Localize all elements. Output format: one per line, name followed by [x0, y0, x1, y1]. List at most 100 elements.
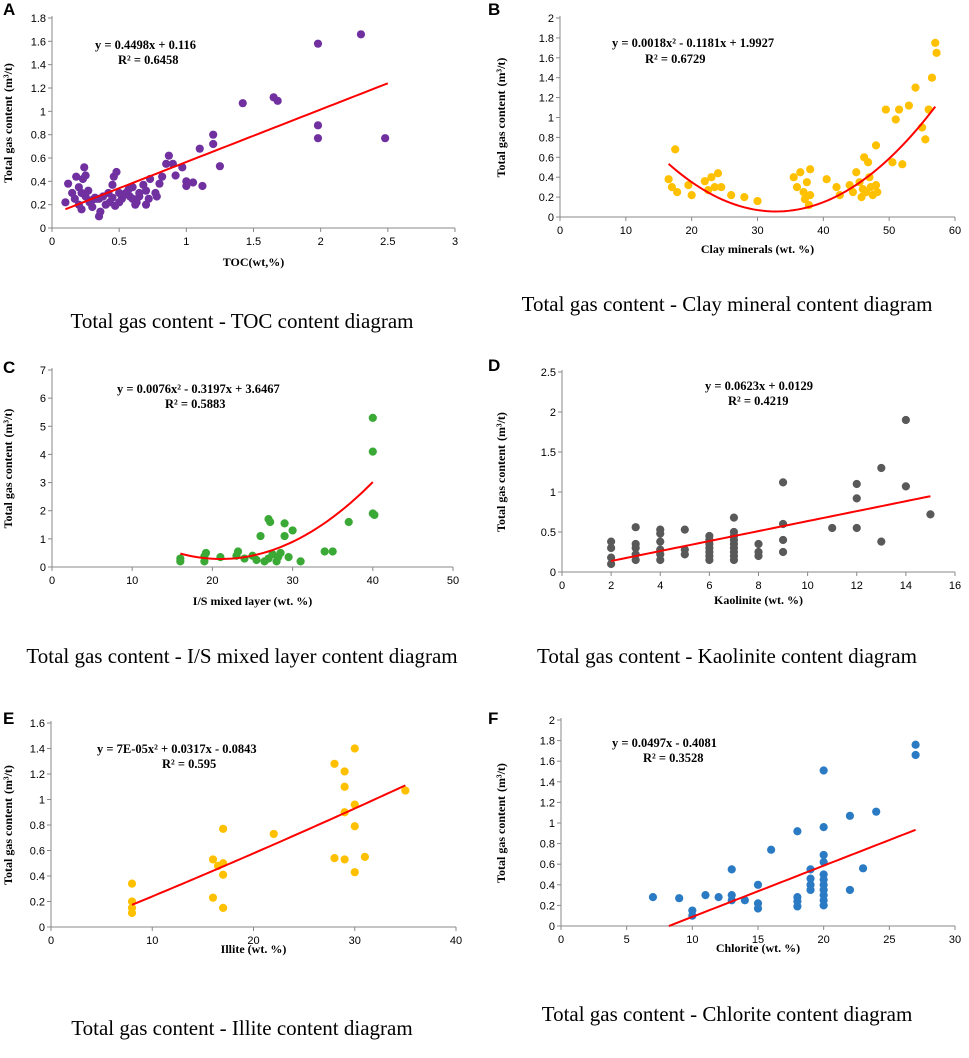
data-point [753, 880, 763, 889]
data-point [328, 547, 337, 556]
data-point [84, 186, 93, 195]
data-point [198, 181, 207, 191]
y-axis-title-unit: (m³/t) [494, 412, 508, 441]
data-point [70, 194, 79, 203]
chart-f-caption: Total gas content - Chlorite content dia… [541, 1002, 913, 1026]
x-tick-label: 4 [657, 580, 663, 592]
data-point [269, 829, 278, 839]
data-point [280, 531, 289, 541]
data-point [872, 807, 881, 816]
y-tick-label: 2 [549, 715, 555, 727]
data-point [88, 202, 97, 212]
data-point [753, 196, 762, 206]
data-point [877, 463, 886, 473]
y-tick-label: 0.4 [31, 176, 46, 188]
data-point [767, 845, 776, 854]
data-point [858, 864, 868, 873]
chart-panel-c: C 0 1 2 3 4 5 6 7 0 10 20 30 40 50 I/S mixed layer (wt.… [0, 353, 484, 705]
data-point [727, 865, 736, 874]
data-point [330, 759, 339, 768]
y-tick-label: 0.2 [540, 900, 555, 912]
y-axis-title-text: Total gas content [1, 96, 15, 183]
y-tick-label: 0.4 [539, 172, 554, 184]
y-tick-label: 0 [40, 223, 46, 235]
data-point [881, 105, 890, 114]
data-point [112, 167, 121, 177]
y-axis-title: Total gas content (m³/t) [1, 765, 15, 885]
x-tick-label: 10 [620, 225, 632, 237]
data-point [152, 192, 161, 201]
x-tick-label: 60 [949, 225, 961, 237]
data-point [656, 555, 665, 565]
r-squared-label: R² = 0.4219 [728, 394, 789, 408]
data-point [648, 893, 658, 902]
x-tick-label: 20 [247, 935, 259, 947]
data-point [108, 180, 117, 189]
x-tick-label: 50 [883, 225, 895, 237]
trend-equation: y = 0.0497x - 0.4081 [612, 736, 717, 750]
x-tick-label: 40 [817, 225, 829, 237]
y-tick-label: 1 [39, 795, 45, 807]
data-point [368, 447, 377, 456]
y-tick-label: 0.2 [539, 192, 554, 204]
data-point [350, 744, 359, 753]
data-point [901, 482, 910, 491]
data-point [209, 130, 218, 139]
trend-line [667, 106, 937, 213]
x-axis-title: TOC(wt,%) [223, 255, 284, 269]
data-point [607, 559, 616, 569]
y-tick-label: 4 [40, 449, 46, 461]
y-tick-label: 0 [39, 922, 45, 934]
x-tick-label: 0 [557, 225, 563, 237]
y-tick-label: 1.6 [540, 756, 555, 768]
trend-line [180, 481, 374, 560]
panel-letter: E [3, 709, 14, 728]
data-point [208, 855, 218, 864]
data-point [360, 852, 369, 861]
y-tick-label: 1.6 [31, 36, 46, 48]
x-tick-label: 2 [608, 580, 614, 592]
data-point [667, 183, 677, 192]
data-point [631, 523, 640, 532]
y-tick-label: 0.6 [540, 859, 555, 871]
y-axis-title-text: Total gas content [494, 445, 508, 532]
y-axis-title: Total gas content (m³/t) [1, 63, 15, 183]
y-tick-label: 0.4 [30, 871, 45, 883]
panel-letter: F [488, 709, 498, 728]
data-point [714, 893, 723, 902]
data-point [796, 168, 805, 177]
x-tick-label: 15 [752, 934, 764, 946]
data-point [61, 198, 70, 207]
data-point [911, 750, 920, 760]
data-point [135, 192, 144, 201]
y-tick-label: 2 [548, 13, 554, 25]
panel-letter: D [488, 356, 500, 375]
data-point [911, 740, 920, 749]
data-point [793, 902, 802, 911]
x-tick-label: 5 [624, 934, 630, 946]
x-tick-label: 30 [286, 575, 298, 587]
data-point [158, 172, 167, 181]
y-tick-label: 1.2 [31, 83, 46, 95]
data-point [219, 824, 228, 833]
data-point [871, 181, 881, 190]
data-point [284, 553, 293, 562]
data-point [873, 188, 882, 197]
data-point [195, 144, 204, 153]
data-point [852, 523, 861, 533]
y-tick-label: 1.8 [31, 13, 46, 25]
data-point [713, 169, 723, 178]
x-axis-title: Illite (wt. %) [221, 942, 287, 956]
data-point [793, 827, 802, 836]
data-point [911, 83, 920, 92]
data-point [802, 178, 811, 187]
data-point [72, 172, 81, 181]
x-tick-label: 2 [318, 236, 324, 248]
data-point [96, 207, 105, 216]
data-point [754, 539, 763, 549]
y-axis-title-unit: (m³/t) [1, 63, 15, 92]
x-tick-label: 20 [206, 575, 218, 587]
x-tick-label: 50 [447, 575, 459, 587]
data-point [176, 557, 185, 566]
x-tick-label: 10 [126, 575, 138, 587]
